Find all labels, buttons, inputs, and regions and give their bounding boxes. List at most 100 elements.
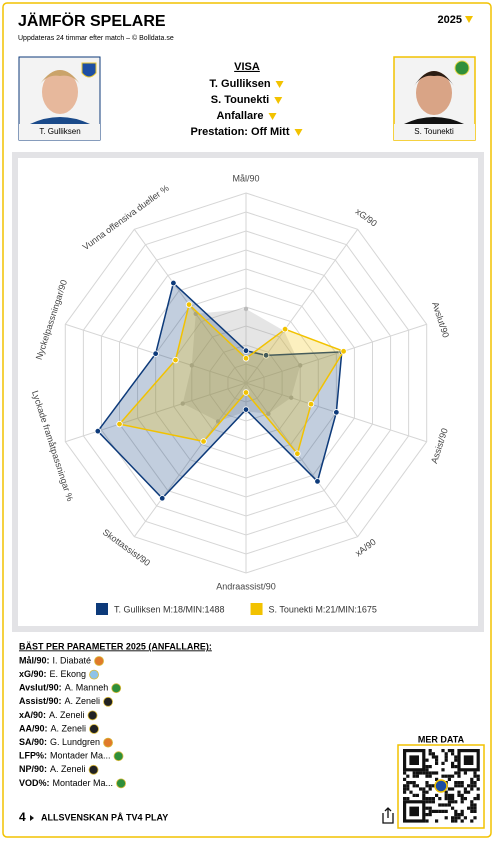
qr-module bbox=[425, 765, 429, 769]
qr-module bbox=[428, 774, 432, 778]
qr-module bbox=[460, 813, 464, 817]
qr-module bbox=[444, 790, 448, 794]
player-card: T. Gulliksen bbox=[18, 56, 101, 141]
best-player: Montader Ma... bbox=[53, 778, 114, 788]
name-strip bbox=[394, 124, 475, 140]
year[interactable]: 2025 bbox=[438, 14, 462, 26]
qr-module bbox=[441, 809, 445, 813]
qr-module bbox=[428, 800, 432, 804]
qr-module bbox=[451, 797, 455, 801]
club-badge bbox=[116, 778, 126, 789]
hair bbox=[414, 71, 454, 86]
best-player: A. Zeneli bbox=[49, 710, 85, 720]
selector[interactable]: S. Tounekti bbox=[211, 94, 269, 106]
qr-module bbox=[460, 800, 464, 804]
qr-module bbox=[473, 784, 477, 788]
qr-module bbox=[470, 819, 474, 823]
best-label: Avslut/90: bbox=[19, 683, 62, 693]
qr-module bbox=[441, 774, 445, 778]
club-badge bbox=[94, 656, 104, 666]
qr-module bbox=[441, 749, 445, 753]
series-point bbox=[94, 427, 102, 435]
qr-module bbox=[470, 787, 474, 791]
qr-module bbox=[454, 781, 458, 785]
qr-module bbox=[412, 793, 416, 797]
qr-module bbox=[444, 758, 448, 762]
qr-module bbox=[451, 774, 455, 778]
selector-heading: VISA bbox=[234, 61, 260, 73]
face bbox=[416, 71, 452, 115]
qr-module bbox=[435, 771, 439, 775]
series-point bbox=[288, 395, 294, 400]
qr-module bbox=[473, 797, 477, 801]
qr-logo bbox=[434, 779, 448, 793]
legend-swatch bbox=[250, 603, 263, 615]
axis-label: Mål/90 bbox=[232, 173, 259, 183]
qr-module bbox=[425, 819, 429, 823]
qr-module bbox=[428, 784, 432, 788]
footer-link[interactable]: ALLSVENSKAN PÅ TV4 PLAY bbox=[41, 812, 168, 822]
qr-module bbox=[451, 793, 455, 797]
qr-module bbox=[451, 806, 455, 810]
more-data: MER DATA bbox=[418, 734, 465, 744]
qr-module bbox=[454, 816, 458, 820]
selector[interactable]: Anfallare bbox=[216, 110, 263, 122]
series-point bbox=[180, 401, 185, 406]
qr-module bbox=[476, 774, 480, 778]
series-point bbox=[262, 352, 270, 359]
best-label: Mål/90: bbox=[19, 655, 50, 665]
qr-finder bbox=[409, 755, 419, 765]
series-point bbox=[242, 355, 250, 362]
qr-module bbox=[438, 803, 442, 807]
best-label: SA/90: bbox=[19, 737, 47, 747]
qr-module bbox=[403, 787, 407, 791]
qr-module bbox=[473, 774, 477, 778]
qr-module bbox=[444, 797, 448, 801]
legend-label: S. Tounekti M:21/MIN:1675 bbox=[269, 604, 377, 614]
qr-module bbox=[428, 787, 432, 791]
qr-module bbox=[431, 800, 435, 804]
best-list: Mål/90: I. Diabaté xG/90: E. Ekong Avslut/90… bbox=[19, 655, 126, 789]
qr-module bbox=[447, 800, 451, 804]
selector[interactable]: T. Gulliksen bbox=[209, 78, 270, 90]
qr-module bbox=[451, 816, 455, 820]
series-point bbox=[185, 301, 193, 308]
best-title: BÄST PER PARAMETER 2025 (ANFALLARE): bbox=[19, 641, 212, 651]
qr-module bbox=[406, 784, 410, 788]
dropdown-arrow bbox=[274, 97, 283, 104]
qr-module bbox=[431, 755, 435, 759]
qr-module bbox=[460, 819, 464, 823]
qr-module bbox=[425, 806, 429, 810]
qr-module bbox=[473, 806, 477, 810]
club-badge bbox=[113, 751, 124, 762]
series-point bbox=[189, 363, 194, 368]
qr-module bbox=[403, 790, 407, 794]
qr-module bbox=[425, 800, 429, 804]
qr-module bbox=[460, 797, 464, 801]
best-label: xA/90: bbox=[19, 710, 46, 720]
qr-module bbox=[431, 809, 435, 813]
selector[interactable]: Prestation: Off Mitt bbox=[191, 126, 290, 138]
qr-module bbox=[444, 803, 448, 807]
best-label: NP/90: bbox=[19, 764, 47, 774]
qr-module bbox=[463, 771, 467, 775]
spoke bbox=[245, 323, 427, 384]
qr-module bbox=[444, 774, 448, 778]
subtitle: Uppdateras 24 timmar efter match – © Bol… bbox=[18, 34, 174, 42]
series-point bbox=[242, 347, 250, 354]
best-player: Montader Ma... bbox=[50, 751, 111, 761]
qr-module bbox=[470, 784, 474, 788]
qr-module bbox=[451, 819, 455, 823]
qr-module bbox=[447, 749, 451, 753]
qr-module bbox=[447, 777, 451, 781]
qr-module bbox=[467, 790, 471, 794]
qr-module bbox=[476, 787, 480, 791]
qr-finder bbox=[403, 748, 426, 772]
qr-module bbox=[428, 752, 432, 756]
spoke bbox=[245, 382, 359, 538]
qr-module bbox=[435, 809, 439, 813]
qr-module bbox=[460, 793, 464, 797]
share-icon[interactable] bbox=[382, 807, 394, 824]
qr-module bbox=[428, 797, 432, 801]
